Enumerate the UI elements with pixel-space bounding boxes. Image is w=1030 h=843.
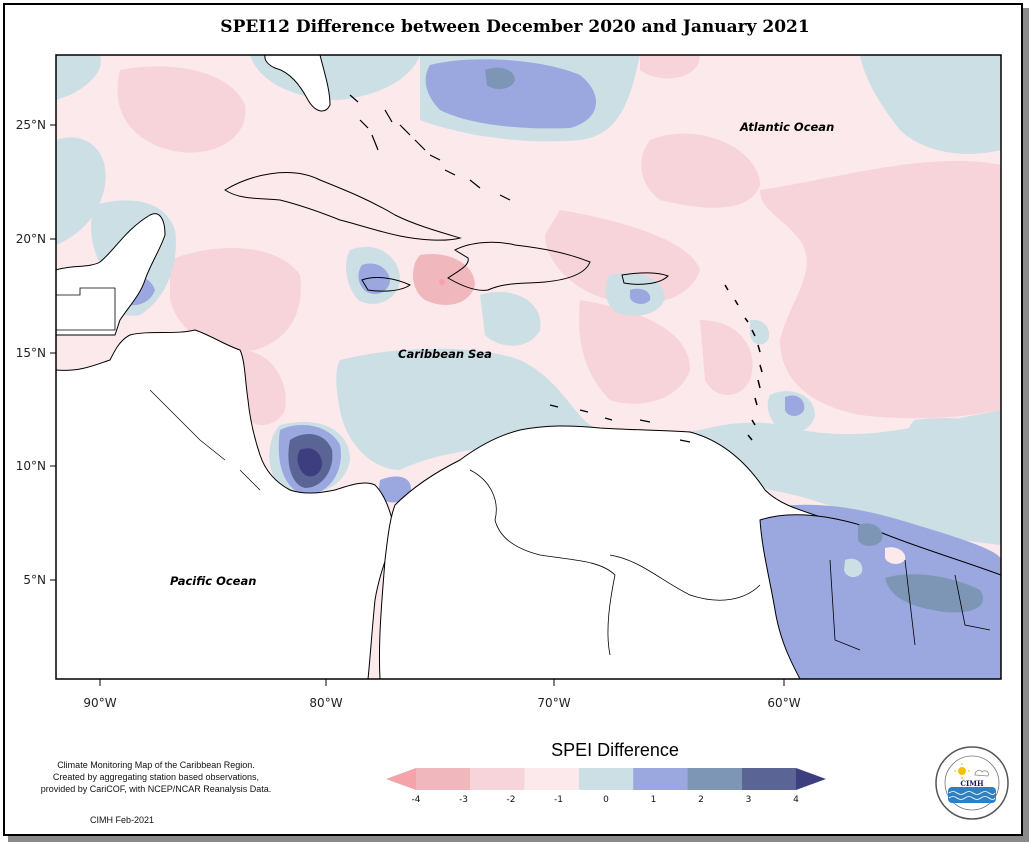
- legend-arrow-low: [386, 768, 416, 790]
- label-atlantic: Atlantic Ocean: [739, 120, 834, 134]
- label-pacific: Pacific Ocean: [170, 574, 256, 588]
- legend-tick-label: -3: [459, 795, 468, 805]
- legend-arrow-high: [796, 768, 826, 790]
- lat-tick-5: 5°N: [23, 573, 46, 587]
- lat-tick-15: 15°N: [16, 346, 46, 360]
- map-title: SPEI12 Difference between December 2020 …: [220, 17, 810, 37]
- frame-shadow-bottom: [8, 836, 1029, 842]
- lat-tick-20: 20°N: [16, 232, 46, 246]
- lon-tick-90: 90°W: [83, 696, 116, 710]
- legend-swatch: [470, 768, 525, 790]
- logo-text: CIMH: [960, 779, 984, 788]
- map-border: [55, 54, 1002, 680]
- lon-axis: 90°W 80°W 70°W 60°W: [83, 679, 801, 710]
- legend-tick-label: 0: [603, 795, 609, 805]
- lat-tick-25: 25°N: [16, 118, 46, 132]
- legend-title: SPEI Difference: [551, 740, 679, 760]
- legend-swatch: [687, 768, 742, 790]
- legend-swatch: [633, 768, 688, 790]
- legend-tick-label: 4: [793, 795, 799, 805]
- legend-tick-label: 3: [746, 795, 752, 805]
- lon-tick-80: 80°W: [309, 696, 342, 710]
- legend-tick-label: -4: [412, 795, 421, 805]
- legend-colorbar: -4 -3 -2 -1 0 1 2 3 4: [386, 768, 826, 805]
- cimh-logo-icon: CIMH: [935, 746, 1009, 820]
- caption-line-2: Created by aggregating station based obs…: [52, 772, 260, 782]
- legend-tick-label: 2: [698, 795, 704, 805]
- spei-field: [56, 55, 1001, 679]
- caption-line-3: provided by CariCOF, with NCEP/NCAR Rean…: [40, 784, 272, 794]
- legend-tick-label: -2: [507, 795, 516, 805]
- lat-axis: 25°N 20°N 15°N 10°N 5°N: [16, 118, 56, 587]
- label-caribbean: Caribbean Sea: [398, 347, 492, 361]
- caption-line-1: Climate Monitoring Map of the Caribbean …: [57, 760, 255, 770]
- map-frame: [3, 3, 1023, 836]
- legend-tick-label: -1: [554, 795, 563, 805]
- lat-tick-10: 10°N: [16, 459, 46, 473]
- frame-shadow-right: [1023, 8, 1029, 840]
- legend-swatch: [524, 768, 579, 790]
- lon-tick-70: 70°W: [537, 696, 570, 710]
- legend-swatch: [741, 768, 796, 790]
- lon-tick-60: 60°W: [767, 696, 800, 710]
- legend-tick-label: 1: [651, 795, 657, 805]
- credit-text: CIMH Feb-2021: [90, 815, 155, 825]
- legend-swatch: [416, 768, 471, 790]
- legend-swatch: [578, 768, 634, 790]
- map-caption: Climate Monitoring Map of the Caribbean …: [26, 759, 286, 795]
